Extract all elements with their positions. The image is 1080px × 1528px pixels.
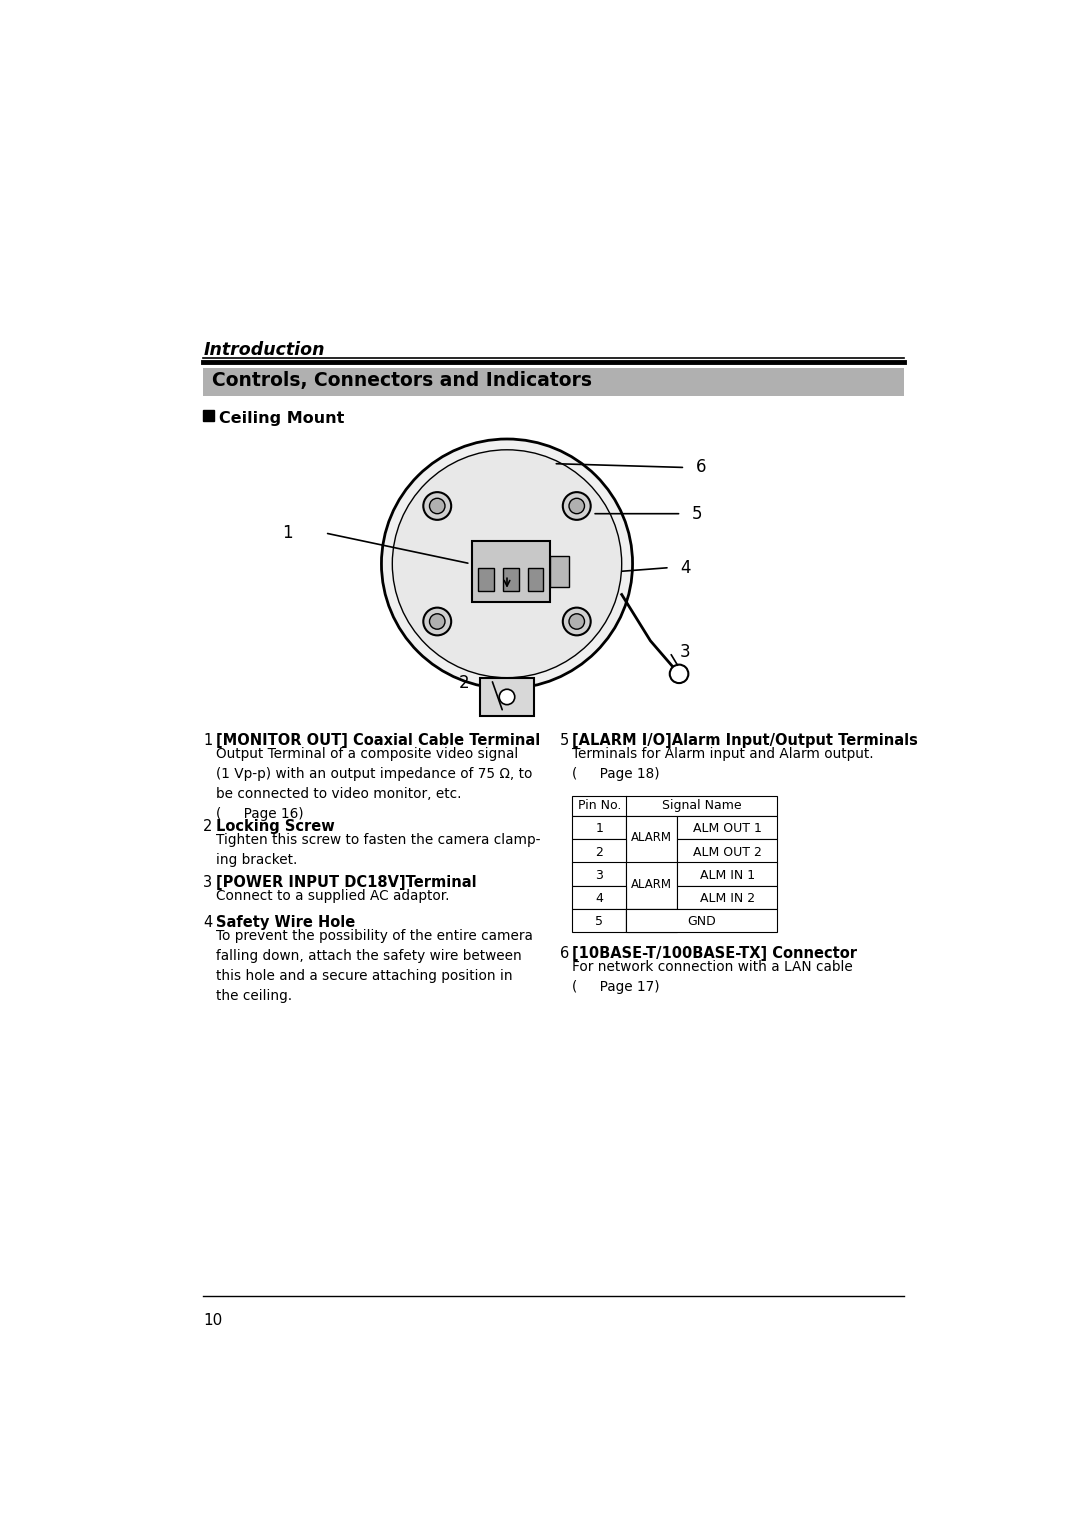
Circle shape: [499, 689, 515, 704]
Text: 4: 4: [680, 559, 690, 576]
Text: ALARM: ALARM: [631, 831, 672, 845]
Circle shape: [430, 614, 445, 630]
Text: 4: 4: [203, 915, 213, 931]
Text: Signal Name: Signal Name: [662, 799, 742, 813]
Bar: [550, 556, 569, 587]
Text: 5: 5: [559, 733, 569, 749]
Bar: [203, 410, 214, 420]
Bar: [572, 839, 626, 862]
Circle shape: [381, 439, 633, 689]
Bar: [572, 862, 626, 886]
Circle shape: [392, 449, 622, 678]
Text: [10BASE-T/100BASE-TX] Connector: [10BASE-T/100BASE-TX] Connector: [572, 946, 858, 961]
Text: 1: 1: [595, 822, 603, 836]
Text: [ALARM I/O]Alarm Input/Output Terminals: [ALARM I/O]Alarm Input/Output Terminals: [572, 733, 918, 749]
Bar: [528, 567, 543, 591]
Circle shape: [563, 492, 591, 520]
Bar: [572, 909, 626, 932]
Text: GND: GND: [688, 915, 716, 927]
Text: To prevent the possibility of the entire camera
falling down, attach the safety : To prevent the possibility of the entire…: [216, 929, 532, 1002]
Circle shape: [423, 608, 451, 636]
Text: 1: 1: [203, 733, 213, 749]
Text: Safety Wire Hole: Safety Wire Hole: [216, 915, 355, 931]
Text: Locking Screw: Locking Screw: [216, 819, 335, 834]
Text: ALM OUT 1: ALM OUT 1: [692, 822, 761, 836]
Text: [MONITOR OUT] Coaxial Cable Terminal: [MONITOR OUT] Coaxial Cable Terminal: [216, 733, 540, 749]
Circle shape: [430, 498, 445, 513]
Text: Terminals for Alarm input and Alarm output.
(   Page 18): Terminals for Alarm input and Alarm outp…: [572, 747, 874, 781]
Bar: [572, 796, 778, 816]
Text: 3: 3: [680, 643, 690, 662]
Text: 10: 10: [203, 1313, 222, 1328]
Bar: [677, 839, 778, 862]
Text: 5: 5: [595, 915, 604, 927]
Circle shape: [569, 614, 584, 630]
Bar: [472, 541, 550, 602]
Bar: [478, 567, 494, 591]
Circle shape: [569, 498, 584, 513]
Bar: [677, 886, 778, 909]
Text: 1: 1: [282, 524, 293, 542]
Text: ALM OUT 2: ALM OUT 2: [692, 845, 761, 859]
Text: 2: 2: [203, 819, 213, 834]
Text: Ceiling Mount: Ceiling Mount: [218, 411, 345, 426]
Text: For network connection with a LAN cable
(   Page 17): For network connection with a LAN cable …: [572, 960, 853, 993]
Bar: [626, 816, 677, 862]
Text: 6: 6: [559, 946, 569, 961]
Bar: [677, 816, 778, 839]
Text: Connect to a supplied AC adaptor.: Connect to a supplied AC adaptor.: [216, 889, 449, 903]
Bar: [572, 886, 626, 909]
Circle shape: [423, 492, 451, 520]
Text: 2: 2: [595, 845, 603, 859]
Text: Introduction: Introduction: [203, 341, 325, 359]
Circle shape: [563, 608, 591, 636]
Text: Output Terminal of a composite video signal
(1 Vp-p) with an output impedance of: Output Terminal of a composite video sig…: [216, 747, 532, 821]
Text: Pin No.: Pin No.: [578, 799, 621, 813]
Text: ALM IN 2: ALM IN 2: [700, 892, 755, 905]
Text: 2: 2: [459, 674, 470, 692]
Text: 3: 3: [203, 876, 213, 889]
Text: 6: 6: [696, 458, 706, 477]
Text: [POWER INPUT DC18V]​Terminal: [POWER INPUT DC18V]​Terminal: [216, 876, 476, 889]
Bar: [572, 816, 626, 839]
Text: 5: 5: [691, 504, 702, 523]
Bar: [626, 909, 778, 932]
Bar: [677, 862, 778, 886]
Text: Controls, Connectors and Indicators: Controls, Connectors and Indicators: [213, 371, 593, 390]
Bar: [626, 909, 677, 932]
Bar: [626, 862, 677, 909]
Text: 3: 3: [595, 868, 603, 882]
Bar: [203, 368, 904, 396]
Text: Tighten this screw to fasten the camera clamp-
ing bracket.: Tighten this screw to fasten the camera …: [216, 833, 540, 868]
Circle shape: [670, 665, 688, 683]
Bar: [480, 678, 535, 717]
Text: ALARM: ALARM: [631, 877, 672, 891]
Text: ALM IN 1: ALM IN 1: [700, 868, 755, 882]
Bar: [503, 567, 518, 591]
Text: 4: 4: [595, 892, 603, 905]
